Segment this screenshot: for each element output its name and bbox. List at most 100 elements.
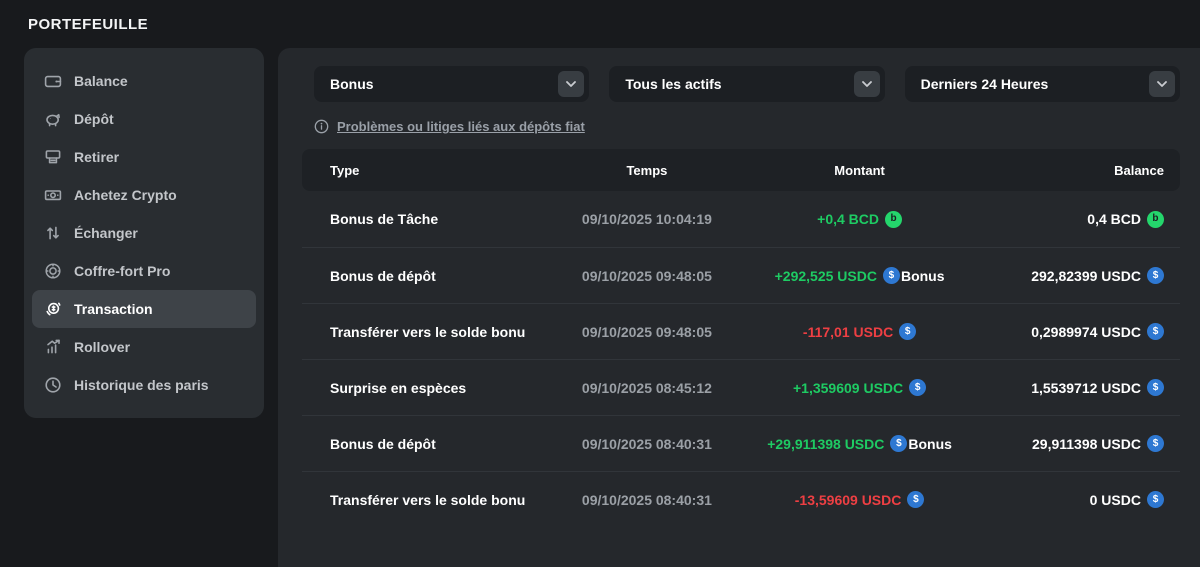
cell-balance: 29,911398 USDC $ <box>972 435 1164 452</box>
table-row: Bonus de dépôt 09/10/2025 09:48:05 +292,52… <box>302 247 1180 303</box>
sidebar-item-echanger[interactable]: Échanger <box>32 214 256 252</box>
fiat-dispute-help: Problèmes ou litiges liés aux dépôts fia… <box>314 119 1180 134</box>
sidebar-item-balance[interactable]: Balance <box>32 62 256 100</box>
cell-time: 09/10/2025 08:40:31 <box>581 491 712 508</box>
clock-icon <box>44 376 62 394</box>
sidebar-item-label: Historique des paris <box>74 377 209 393</box>
table-row: Bonus de Tâche 09/10/2025 10:04:19 +0,4 BC… <box>302 191 1180 247</box>
cell-balance: 292,82399 USDC $ <box>972 267 1164 284</box>
cell-type: Surprise en espèces <box>330 379 467 396</box>
cell-balance: 0,4 BCD b <box>972 210 1164 228</box>
withdraw-icon <box>44 148 62 166</box>
cell-balance: 0 USDC $ <box>972 491 1164 508</box>
sidebar-item-label: Transaction <box>74 301 153 317</box>
cell-type: Bonus de dépôt <box>330 435 436 452</box>
main-panel: Bonus Tous les actifs Derniers 24 Heures <box>278 48 1200 567</box>
sidebar-item-label: Balance <box>74 73 128 89</box>
cell-amount: -13,59609 USDC $ <box>747 491 972 508</box>
header-balance: Balance <box>1114 162 1164 178</box>
balance-value: 0 USDC <box>1089 491 1141 508</box>
period-filter-dropdown[interactable]: Derniers 24 Heures <box>904 66 1180 102</box>
amount-value: -117,01 USDC <box>802 323 894 340</box>
cell-type: Transférer vers le solde bonu <box>330 323 526 340</box>
usdc-coin-icon: $ <box>899 323 917 340</box>
usdc-coin-icon: $ <box>1146 323 1164 340</box>
balance-value: 292,82399 USDC <box>1031 267 1141 284</box>
sidebar-item-coffre-fort-pro[interactable]: Coffre-fort Pro <box>32 252 256 290</box>
cell-time: 09/10/2025 10:04:19 <box>581 211 712 227</box>
sidebar-item-label: Retirer <box>74 149 120 165</box>
usdc-coin-icon: $ <box>1146 379 1164 396</box>
table-row: Bonus de dépôt 09/10/2025 08:40:31 +29,911… <box>302 415 1180 471</box>
page-title: PORTEFEUILLE <box>28 15 149 33</box>
cell-type: Bonus de dépôt <box>330 267 436 284</box>
balance-value: 0,2989974 USDC <box>1031 323 1141 340</box>
chart-icon <box>44 338 62 356</box>
transactions-table: Type Temps Montant Balance Bonus de Tâch… <box>302 149 1180 527</box>
balance-value: 0,4 BCD <box>1087 211 1141 227</box>
amount-value: -13,59609 USDC <box>794 491 902 508</box>
cell-amount: -117,01 USDC $ <box>747 323 972 340</box>
swap-icon <box>44 224 62 242</box>
cell-time: 09/10/2025 09:48:05 <box>581 323 712 340</box>
usdc-coin-icon: $ <box>909 379 927 396</box>
sidebar-item-retirer[interactable]: Retirer <box>32 138 256 176</box>
amount-value: +292,525 USDC <box>774 267 877 284</box>
table-header: Type Temps Montant Balance <box>302 149 1180 191</box>
bcd-coin-icon: b <box>1146 210 1164 228</box>
banknote-icon <box>44 186 62 204</box>
amount-value: +1,359609 USDC <box>793 379 904 396</box>
cell-balance: 1,5539712 USDC $ <box>972 379 1164 396</box>
header-type: Type <box>330 162 360 178</box>
vault-icon <box>44 262 62 280</box>
table-row: Transférer vers le solde bonu 09/10/2025 … <box>302 303 1180 359</box>
asset-filter-value: Tous les actifs <box>625 76 722 92</box>
bcd-coin-icon: b <box>885 210 902 228</box>
sidebar-item-transaction[interactable]: Transaction <box>32 290 256 328</box>
amount-value: +0,4 BCD <box>817 211 879 227</box>
type-filter-value: Bonus <box>330 76 374 92</box>
table-body: Bonus de Tâche 09/10/2025 10:04:19 +0,4 BC… <box>302 191 1180 527</box>
cell-type: Transférer vers le solde bonu <box>330 491 526 508</box>
sidebar-item-rollover[interactable]: Rollover <box>32 328 256 366</box>
filters-bar: Bonus Tous les actifs Derniers 24 Heures <box>314 66 1180 102</box>
type-filter-dropdown[interactable]: Bonus <box>314 66 590 102</box>
sidebar-item-label: Rollover <box>74 339 131 355</box>
usdc-coin-icon: $ <box>882 267 900 284</box>
cell-type: Bonus de Tâche <box>330 211 439 227</box>
asset-filter-dropdown[interactable]: Tous les actifs <box>609 66 885 102</box>
sidebar-item-label: Échanger <box>74 225 138 241</box>
coin-icon <box>44 300 62 318</box>
chevron-down-icon[interactable] <box>853 71 880 97</box>
sidebar-item-label: Coffre-fort Pro <box>74 263 171 279</box>
cell-amount: +0,4 BCD b <box>747 210 972 228</box>
fiat-dispute-link[interactable]: Problèmes ou litiges liés aux dépôts fia… <box>337 119 585 134</box>
sidebar-item-label: Dépôt <box>74 111 114 127</box>
table-row: Surprise en espèces 09/10/2025 08:45:12 +1… <box>302 359 1180 415</box>
header-montant: Montant <box>834 162 885 178</box>
cell-time: 09/10/2025 09:48:05 <box>581 267 712 284</box>
piggy-bank-icon <box>44 110 62 128</box>
cell-amount: +29,911398 USDC $ Bonus <box>747 435 972 452</box>
chevron-down-icon[interactable] <box>1148 71 1175 97</box>
table-row: Transférer vers le solde bonu 09/10/2025 … <box>302 471 1180 527</box>
content: Balance Dépôt Retirer Achetez Crypto Échange… <box>0 48 1200 567</box>
cell-time: 09/10/2025 08:45:12 <box>581 379 712 396</box>
usdc-coin-icon: $ <box>890 435 908 452</box>
sidebar-item-label: Achetez Crypto <box>74 187 177 203</box>
sidebar-item-achetez-crypto[interactable]: Achetez Crypto <box>32 176 256 214</box>
sidebar: Balance Dépôt Retirer Achetez Crypto Échange… <box>24 48 264 418</box>
wallet-icon <box>44 72 62 90</box>
balance-value: 29,911398 USDC <box>1032 435 1141 452</box>
sidebar-item-depot[interactable]: Dépôt <box>32 100 256 138</box>
bonus-tag: Bonus <box>908 435 952 452</box>
header-temps: Temps <box>626 162 668 178</box>
usdc-coin-icon: $ <box>1146 491 1164 508</box>
usdc-coin-icon: $ <box>1146 435 1164 452</box>
chevron-down-icon[interactable] <box>558 71 585 97</box>
sidebar-item-historique-des-paris[interactable]: Historique des paris <box>32 366 256 404</box>
cell-balance: 0,2989974 USDC $ <box>972 323 1164 340</box>
balance-value: 1,5539712 USDC <box>1031 379 1141 396</box>
cell-time: 09/10/2025 08:40:31 <box>581 435 712 452</box>
